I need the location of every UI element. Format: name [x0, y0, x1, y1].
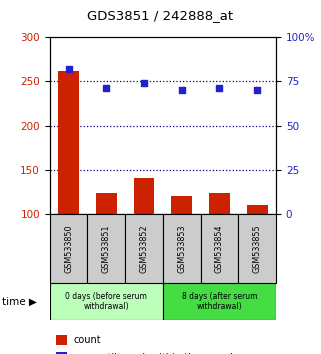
FancyBboxPatch shape: [163, 214, 201, 283]
Text: GSM533852: GSM533852: [140, 224, 149, 273]
FancyBboxPatch shape: [87, 214, 125, 283]
Bar: [209, 193, 230, 214]
Text: GDS3851 / 242888_at: GDS3851 / 242888_at: [87, 10, 234, 22]
Point: [179, 87, 184, 93]
Bar: [96, 193, 117, 214]
Text: GSM533850: GSM533850: [64, 224, 73, 273]
FancyBboxPatch shape: [201, 214, 238, 283]
Text: GSM533855: GSM533855: [253, 224, 262, 273]
FancyBboxPatch shape: [163, 283, 276, 320]
Bar: [247, 205, 268, 214]
FancyBboxPatch shape: [50, 214, 87, 283]
Bar: [58, 71, 79, 214]
Text: GSM533854: GSM533854: [215, 224, 224, 273]
Text: 0 days (before serum
withdrawal): 0 days (before serum withdrawal): [65, 292, 147, 312]
Point: [66, 66, 71, 72]
Point: [255, 87, 260, 93]
Text: GSM533851: GSM533851: [102, 224, 111, 273]
FancyBboxPatch shape: [125, 214, 163, 283]
Point: [142, 80, 147, 86]
Point: [217, 86, 222, 91]
Text: percentile rank within the sample: percentile rank within the sample: [74, 353, 239, 354]
FancyBboxPatch shape: [238, 214, 276, 283]
Text: count: count: [74, 335, 101, 345]
FancyBboxPatch shape: [50, 283, 163, 320]
Bar: [134, 178, 154, 214]
Text: 8 days (after serum
withdrawal): 8 days (after serum withdrawal): [182, 292, 257, 312]
Text: GSM533853: GSM533853: [177, 224, 186, 273]
Point: [104, 86, 109, 91]
Bar: [171, 196, 192, 214]
Text: time ▶: time ▶: [2, 297, 37, 307]
